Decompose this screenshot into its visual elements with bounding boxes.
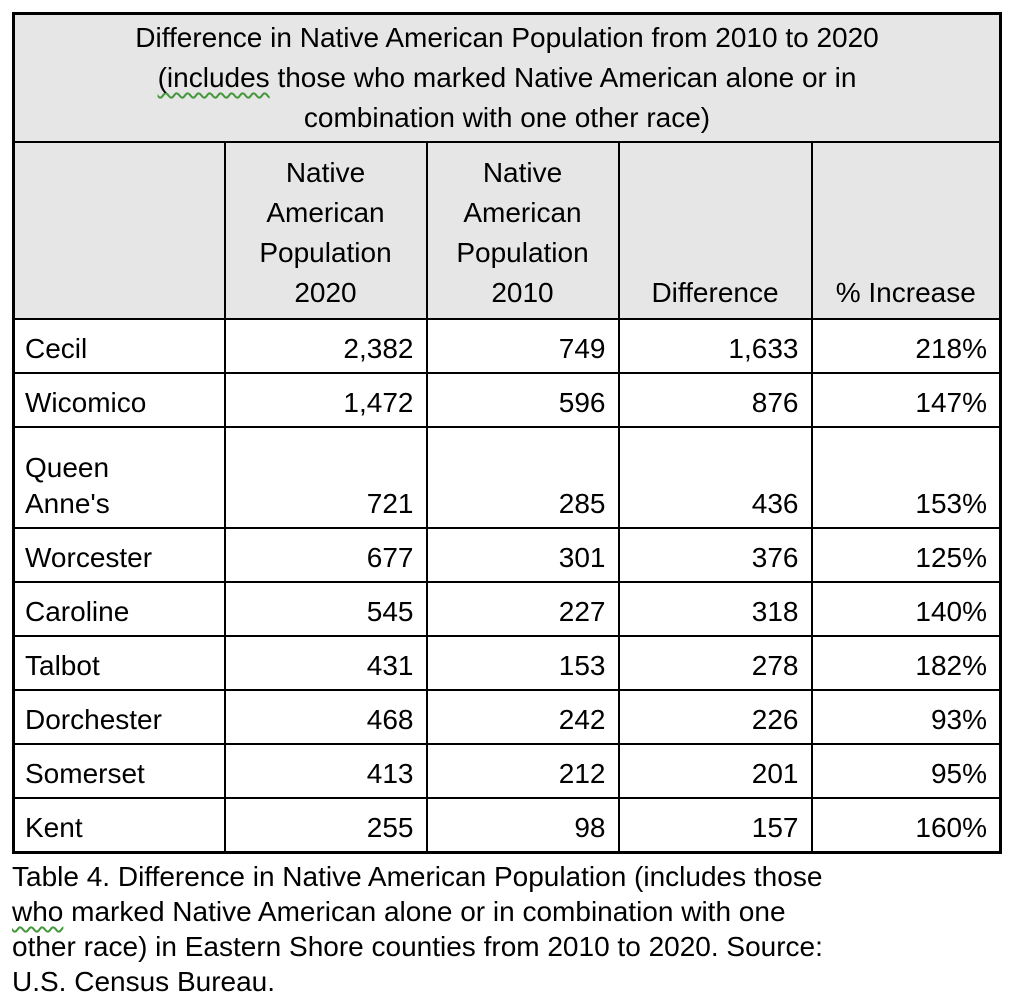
difference-cell: 226 <box>617 689 813 745</box>
county-cell: Caroline <box>12 581 226 637</box>
county-cell: Somerset <box>12 743 226 799</box>
increase-cell: 182% <box>810 635 1002 691</box>
table-row: Queen Anne's 721 285 436 153% <box>12 426 1002 529</box>
county-cell: Queen Anne's <box>12 426 226 529</box>
county-cell: Cecil <box>12 318 226 374</box>
header-pop2020-cell: Native American Population 2020 <box>223 141 428 320</box>
pop2010-cell: 301 <box>425 527 620 583</box>
difference-cell: 376 <box>617 527 813 583</box>
increase-cell: 153% <box>810 426 1002 529</box>
difference-cell: 201 <box>617 743 813 799</box>
table-header-row: Native American Population 2020 Native A… <box>12 141 1002 320</box>
pop2020-cell: 2,382 <box>223 318 428 374</box>
pop2010-cell: 596 <box>425 372 620 428</box>
table-title: Difference in Native American Population… <box>12 12 1002 143</box>
table-row: Caroline 545 227 318 140% <box>12 581 1002 637</box>
county-cell: Dorchester <box>12 689 226 745</box>
header-increase-cell: % Increase <box>810 141 1002 320</box>
pop2020-cell: 468 <box>223 689 428 745</box>
pop2010-cell: 98 <box>425 797 620 854</box>
pop2010-cell: 153 <box>425 635 620 691</box>
increase-cell: 140% <box>810 581 1002 637</box>
caption-line4: U.S. Census Bureau. <box>12 966 276 997</box>
header-county-cell <box>12 141 226 320</box>
table-title-line2: (includes those who marked Native Americ… <box>19 58 995 98</box>
caption-line2-rest: marked Native American alone or in combi… <box>63 896 786 927</box>
table-title-line1: Difference in Native American Population… <box>135 22 879 53</box>
table-caption: Table 4. Difference in Native American P… <box>12 859 1016 999</box>
difference-cell: 876 <box>617 372 813 428</box>
increase-cell: 95% <box>810 743 1002 799</box>
increase-cell: 125% <box>810 527 1002 583</box>
header-difference-cell: Difference <box>617 141 813 320</box>
table-title-row: Difference in Native American Population… <box>12 12 1002 143</box>
pop2020-cell: 677 <box>223 527 428 583</box>
difference-cell: 1,633 <box>617 318 813 374</box>
table-title-line3: combination with one other race) <box>303 102 711 133</box>
caption-line1: Table 4. Difference in Native American P… <box>12 861 823 892</box>
table-row: Worcester 677 301 376 125% <box>12 527 1002 583</box>
pop2020-cell: 721 <box>223 426 428 529</box>
table-row: Kent 255 98 157 160% <box>12 797 1002 854</box>
table-row: Cecil 2,382 749 1,633 218% <box>12 318 1002 374</box>
pop2020-cell: 1,472 <box>223 372 428 428</box>
difference-cell: 318 <box>617 581 813 637</box>
difference-cell: 278 <box>617 635 813 691</box>
increase-cell: 218% <box>810 318 1002 374</box>
table-title-line2-rest: those who marked Native American alone o… <box>269 62 857 93</box>
caption-line3: other race) in Eastern Shore counties fr… <box>12 931 823 962</box>
difference-cell: 157 <box>617 797 813 854</box>
pop2020-cell: 545 <box>223 581 428 637</box>
table-row: Somerset 413 212 201 95% <box>12 743 1002 799</box>
table-row: Dorchester 468 242 226 93% <box>12 689 1002 745</box>
table-row: Talbot 431 153 278 182% <box>12 635 1002 691</box>
pop2020-cell: 255 <box>223 797 428 854</box>
grammar-squiggle-word: who <box>12 896 64 927</box>
increase-cell: 147% <box>810 372 1002 428</box>
pop2010-cell: 227 <box>425 581 620 637</box>
pop2010-cell: 749 <box>425 318 620 374</box>
pop2020-cell: 431 <box>223 635 428 691</box>
pop2020-cell: 413 <box>223 743 428 799</box>
increase-cell: 160% <box>810 797 1002 854</box>
grammar-squiggle-word: (includes <box>157 62 270 93</box>
county-cell: Kent <box>12 797 226 854</box>
caption-line2: who marked Native American alone or in c… <box>12 894 1016 929</box>
county-cell: Talbot <box>12 635 226 691</box>
county-cell: Worcester <box>12 527 226 583</box>
difference-cell: 436 <box>617 426 813 529</box>
header-pop2010-cell: Native American Population 2010 <box>425 141 620 320</box>
county-cell: Wicomico <box>12 372 226 428</box>
population-table: Difference in Native American Population… <box>12 12 1003 854</box>
pop2010-cell: 212 <box>425 743 620 799</box>
table-row: Wicomico 1,472 596 876 147% <box>12 372 1002 428</box>
increase-cell: 93% <box>810 689 1002 745</box>
pop2010-cell: 285 <box>425 426 620 529</box>
pop2010-cell: 242 <box>425 689 620 745</box>
